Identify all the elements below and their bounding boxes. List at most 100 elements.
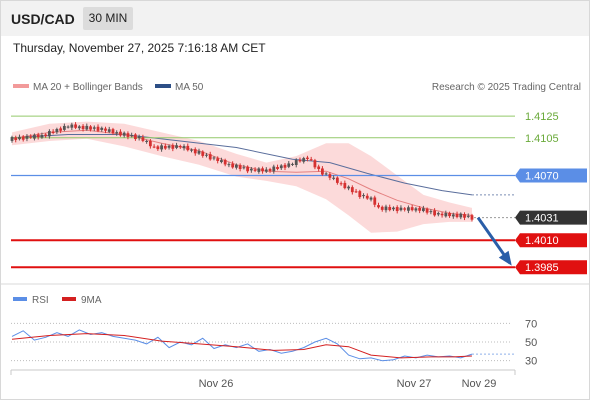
candle-body xyxy=(284,165,287,168)
candle-body xyxy=(44,135,47,136)
candle-body xyxy=(224,160,227,164)
candle-body xyxy=(48,131,51,136)
forecast-arrow-head xyxy=(499,251,512,266)
x-tick-nov26: Nov 26 xyxy=(199,378,234,390)
candle-body xyxy=(220,160,223,162)
candle-body xyxy=(168,146,171,148)
candle-body xyxy=(272,167,275,172)
candle-body xyxy=(153,147,156,148)
candle-body xyxy=(183,146,186,148)
candle-body xyxy=(444,213,447,216)
candle-body xyxy=(396,207,399,211)
candle-body xyxy=(134,134,137,139)
rsi-panel: 70 50 30 xyxy=(11,318,537,367)
candle-body xyxy=(441,214,444,215)
candle-body xyxy=(209,154,212,159)
candle-body xyxy=(37,135,40,138)
candle-body xyxy=(343,183,346,188)
ma9-legend-swatch xyxy=(62,297,76,301)
candle-body xyxy=(149,141,152,146)
candle-body xyxy=(269,169,272,171)
candle-body xyxy=(205,155,208,156)
candle-body xyxy=(235,165,238,168)
candle-body xyxy=(418,208,421,211)
candle-body xyxy=(317,167,320,170)
candle-body xyxy=(280,165,283,168)
candle-body xyxy=(351,187,354,192)
candle-body xyxy=(63,126,66,130)
candle-body xyxy=(355,191,358,192)
candle-body xyxy=(67,127,70,128)
candle-body xyxy=(119,132,122,136)
candle-body xyxy=(299,160,302,161)
candle-body xyxy=(471,215,474,219)
candle-body xyxy=(325,173,328,174)
candle-body xyxy=(459,214,462,218)
rsi-tick-70: 70 xyxy=(525,318,537,330)
level-label-1.4105: 1.4105 xyxy=(525,133,559,145)
candle-body xyxy=(388,207,391,210)
candle-body xyxy=(291,164,294,165)
candle-body xyxy=(100,128,103,130)
candle-body xyxy=(26,136,29,139)
candle-body xyxy=(85,126,88,129)
candle-body xyxy=(366,196,369,199)
candle-body xyxy=(467,216,470,217)
candle-body xyxy=(112,129,115,133)
level-tag-1.4031: 1.4031 xyxy=(525,213,559,225)
candle-body xyxy=(426,209,429,213)
candle-body xyxy=(403,208,406,209)
candle-body xyxy=(175,145,178,148)
candle-body xyxy=(422,208,425,211)
candle-body xyxy=(130,135,133,136)
price-levels xyxy=(11,116,515,267)
candle-body xyxy=(179,146,182,147)
ma20-legend-swatch xyxy=(13,84,29,88)
candle-body xyxy=(310,159,313,160)
candle-body xyxy=(138,136,141,138)
candle-body xyxy=(29,137,32,138)
candle-body xyxy=(336,178,339,183)
candle-body xyxy=(231,164,234,168)
candle-body xyxy=(160,145,163,149)
rsi-legend-label: RSI xyxy=(32,295,49,306)
candle-body xyxy=(433,211,436,216)
candle-body xyxy=(89,126,92,129)
candle-body xyxy=(265,170,268,172)
candle-body xyxy=(145,141,148,142)
candle-body xyxy=(239,165,242,169)
rsi-tick-30: 30 xyxy=(525,356,537,368)
candle-body xyxy=(198,151,201,154)
level-label-1.4125: 1.4125 xyxy=(525,111,559,123)
level-tags: 1.4125 1.4105 1.4070 1.4031 1.4010 1.3985 xyxy=(515,111,587,274)
candle-body xyxy=(407,207,410,210)
candle-body xyxy=(429,211,432,212)
candle-body xyxy=(295,160,298,165)
bollinger-bands xyxy=(12,122,472,233)
candle-body xyxy=(385,207,388,211)
candle-body xyxy=(400,208,403,210)
candle-body xyxy=(216,158,219,161)
candle-body xyxy=(33,135,36,139)
candle-body xyxy=(41,135,44,138)
candle-body xyxy=(228,164,231,165)
candle-body xyxy=(108,129,111,132)
candle-body xyxy=(18,137,21,139)
candle-body xyxy=(104,129,107,131)
candle-body xyxy=(381,207,384,210)
ma9-legend-label: 9MA xyxy=(81,295,102,306)
candle-body xyxy=(213,157,216,158)
bollinger-band-area xyxy=(12,122,472,233)
candle-body xyxy=(437,213,440,214)
candle-body xyxy=(186,146,189,150)
candle-body xyxy=(201,152,204,156)
candle-body xyxy=(452,214,455,216)
candle-body xyxy=(123,133,126,136)
candle-body xyxy=(340,183,343,184)
candle-body xyxy=(242,167,245,168)
candle-body xyxy=(74,124,77,127)
candle-body xyxy=(314,160,317,167)
candle-body xyxy=(287,163,290,166)
candle-body xyxy=(52,132,55,133)
ma50-legend-swatch xyxy=(155,84,171,88)
